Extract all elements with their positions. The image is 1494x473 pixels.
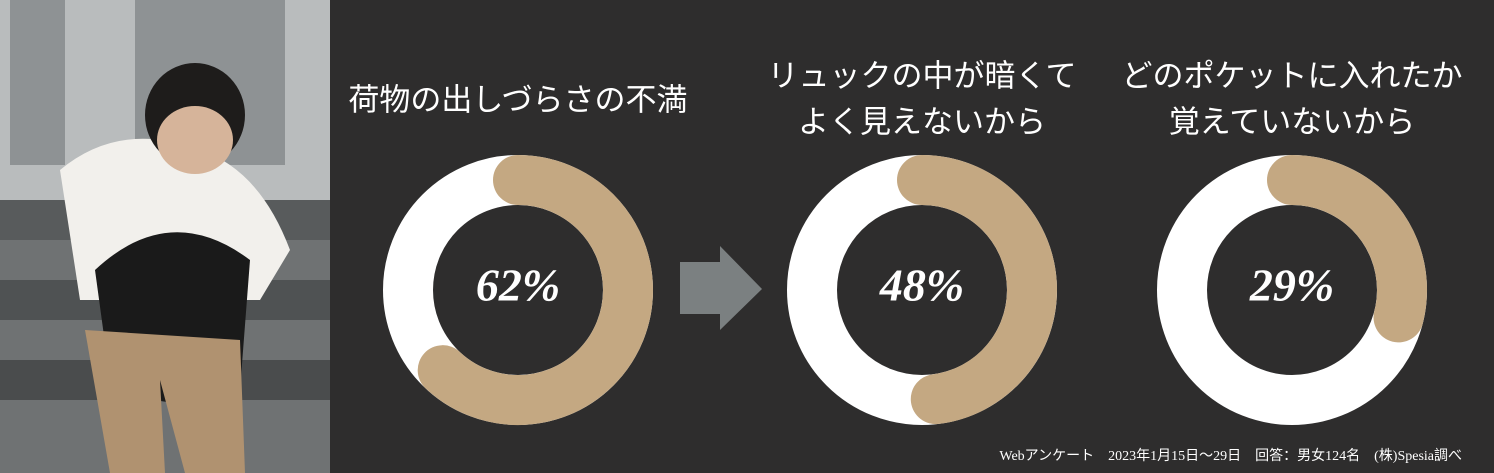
donut-title: よく見えないから: [798, 105, 1046, 141]
donut-arc: [1267, 155, 1427, 343]
value-label: 29%: [1249, 260, 1334, 311]
donut-title: 覚えていないから: [1169, 105, 1415, 141]
donut-title: 荷物の出しづらさの不満: [348, 83, 687, 119]
value-label: 48%: [879, 260, 964, 311]
donut-title: どのポケットに入れたか: [1122, 59, 1463, 95]
donut-arc: [897, 155, 1057, 425]
footer: Webアンケート 2023年1月15日～29日 回答：男女124名 (株)Spe…: [999, 447, 1462, 464]
arrow: [680, 246, 762, 330]
photo: [0, 0, 330, 473]
value-label: 62%: [476, 260, 560, 311]
donut-title: リュックの中が暗くて: [767, 59, 1076, 95]
donut-arc: [417, 155, 653, 425]
